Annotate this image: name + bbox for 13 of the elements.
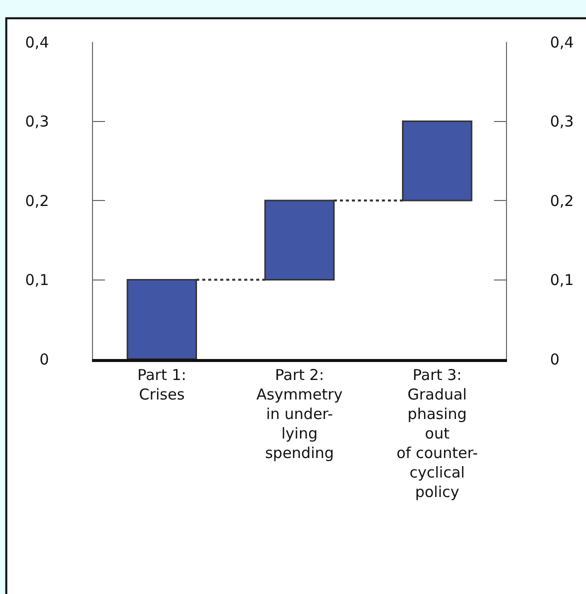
- x-tick-label: Part 3: Gradual phasing out of counter- cyclical policy: [396, 366, 478, 501]
- y2-tick-label: 0,4: [550, 33, 574, 52]
- y-tick-label: 0,3: [25, 112, 49, 130]
- y-tick-label: 0: [39, 350, 49, 368]
- y-tick-label: 0,4: [25, 33, 49, 52]
- x-tick-label: Part 1: Crises: [137, 366, 186, 404]
- y-tick-label: 0,2: [25, 192, 49, 210]
- y2-tick-label: 0,1: [550, 271, 574, 289]
- y2-tick-label: 0: [550, 350, 560, 368]
- y2-tick-label: 0,2: [550, 192, 574, 210]
- y-tick-label: 0,1: [25, 271, 49, 289]
- y2-tick-label: 0,3: [550, 112, 574, 130]
- x-tick-label: Part 2: Asymmetry in under- lying spending: [256, 366, 343, 462]
